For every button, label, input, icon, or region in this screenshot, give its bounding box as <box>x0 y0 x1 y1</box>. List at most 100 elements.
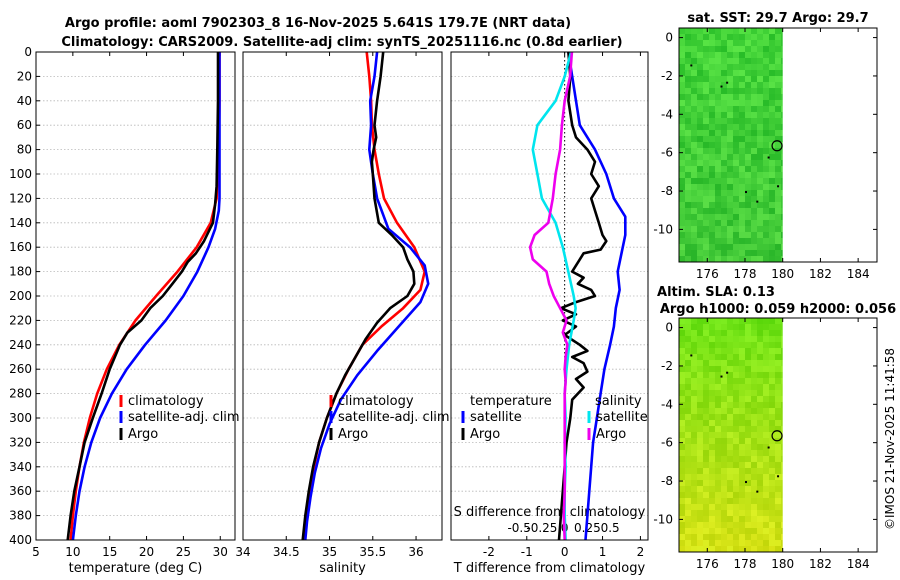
map-cell <box>715 336 721 342</box>
map-cell <box>757 112 763 118</box>
map-cell <box>703 220 709 226</box>
map-cell <box>721 354 727 360</box>
map-cell <box>691 46 697 52</box>
map-cell <box>691 498 697 504</box>
map-cell <box>685 184 691 190</box>
map-cell <box>781 480 783 486</box>
map-cell <box>757 330 763 336</box>
map-cell <box>781 330 783 336</box>
map-cell <box>751 438 757 444</box>
map-cell <box>775 330 781 336</box>
map-cell <box>775 342 781 348</box>
map-cell <box>745 196 751 202</box>
map-cell <box>703 420 709 426</box>
map-cell <box>703 408 709 414</box>
map-cell <box>739 88 745 94</box>
map-cell <box>781 318 783 324</box>
map-cell <box>715 534 721 540</box>
map-cell <box>715 342 721 348</box>
map-cell <box>769 136 775 142</box>
map-cell <box>715 70 721 76</box>
map-cell <box>745 118 751 124</box>
map-cell <box>757 70 763 76</box>
map-cell <box>697 450 703 456</box>
s-axis-label: S difference from climatology <box>454 505 646 520</box>
map-cell <box>691 342 697 348</box>
map-cell <box>733 58 739 64</box>
x-tick-label: 184 <box>847 267 870 281</box>
map-cell <box>679 256 685 262</box>
map-cell <box>781 208 783 214</box>
map-cell <box>763 480 769 486</box>
x-tick-label: 180 <box>771 267 794 281</box>
map-cell <box>781 46 783 52</box>
map-cell <box>745 82 751 88</box>
map-cell <box>691 420 697 426</box>
map-cell <box>739 330 745 336</box>
map-cell <box>709 480 715 486</box>
map-cell <box>691 214 697 220</box>
map-cell <box>775 402 781 408</box>
map-cell <box>703 432 709 438</box>
map-cell <box>769 528 775 534</box>
map-cell <box>709 226 715 232</box>
map-cell <box>751 420 757 426</box>
map-cell <box>775 450 781 456</box>
map-cell <box>757 534 763 540</box>
map-cell <box>691 324 697 330</box>
map-cell <box>739 366 745 372</box>
map-cell <box>697 52 703 58</box>
map-cell <box>679 456 685 462</box>
map-cell <box>775 420 781 426</box>
map-cell <box>709 534 715 540</box>
map-cell <box>781 486 783 492</box>
map-cell <box>691 106 697 112</box>
map-cell <box>709 360 715 366</box>
map-cell <box>739 372 745 378</box>
map-cell <box>757 184 763 190</box>
map-cell <box>757 130 763 136</box>
map-cell <box>775 220 781 226</box>
map-cell <box>709 190 715 196</box>
map-cell <box>691 136 697 142</box>
map-cell <box>775 414 781 420</box>
map-cell <box>733 330 739 336</box>
map-cell <box>757 402 763 408</box>
map-cell <box>751 450 757 456</box>
map-cell <box>757 366 763 372</box>
map-cell <box>781 468 783 474</box>
map-cell <box>739 480 745 486</box>
map-cell <box>721 82 727 88</box>
map-cell <box>763 402 769 408</box>
map-cell <box>697 178 703 184</box>
map-cell <box>691 124 697 130</box>
map-cell <box>679 166 685 172</box>
map-cell <box>709 52 715 58</box>
map-cell <box>733 172 739 178</box>
map-cell <box>781 52 783 58</box>
map-cell <box>709 330 715 336</box>
map-cell <box>685 546 691 552</box>
y-tick-label: 400 <box>9 533 32 547</box>
map-cell <box>745 148 751 154</box>
map-cell <box>745 348 751 354</box>
map-cell <box>781 82 783 88</box>
map-cell <box>769 154 775 160</box>
map-cell <box>769 196 775 202</box>
map-cell <box>715 360 721 366</box>
map-cell <box>721 384 727 390</box>
x-tick-label: 176 <box>696 557 719 571</box>
map-cell <box>769 402 775 408</box>
map-cell <box>769 444 775 450</box>
map-cell <box>721 414 727 420</box>
map-cell <box>679 528 685 534</box>
map-cell <box>721 184 727 190</box>
map-cell <box>751 432 757 438</box>
map-cell <box>733 384 739 390</box>
map-cell <box>691 384 697 390</box>
map-cell <box>697 528 703 534</box>
map-cell <box>703 244 709 250</box>
map-cell <box>703 354 709 360</box>
map-cell <box>775 462 781 468</box>
map-cell <box>697 130 703 136</box>
